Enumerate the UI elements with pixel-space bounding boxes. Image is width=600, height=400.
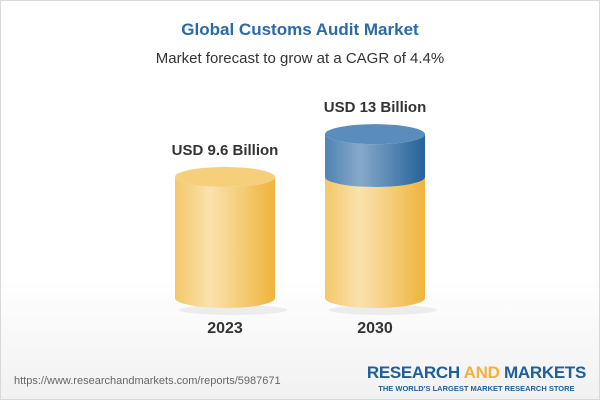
cylinder-top-2023: [175, 167, 275, 187]
category-label: 2030: [357, 320, 393, 337]
chart-title: Global Customs Audit Market: [181, 20, 419, 39]
cylinder-shadow: [179, 305, 287, 315]
data-label: USD 9.6 Billion: [172, 142, 279, 159]
cylinder-shadow: [329, 305, 437, 315]
cylinder-growth-2030: [325, 134, 425, 187]
source-url[interactable]: https://www.researchandmarkets.com/repor…: [14, 375, 281, 387]
cylinder-base-2023: [175, 177, 275, 308]
chart-subtitle: Market forecast to grow at a CAGR of 4.4…: [155, 50, 445, 67]
data-label: USD 13 Billion: [324, 99, 427, 116]
cylinder-top-2030: [325, 124, 425, 145]
research-and-markets-logo: RESEARCH AND MARKETS THE WORLD'S LARGEST…: [366, 363, 586, 393]
category-label: 2023: [207, 320, 243, 337]
cylinder-base-2030: [325, 177, 425, 308]
